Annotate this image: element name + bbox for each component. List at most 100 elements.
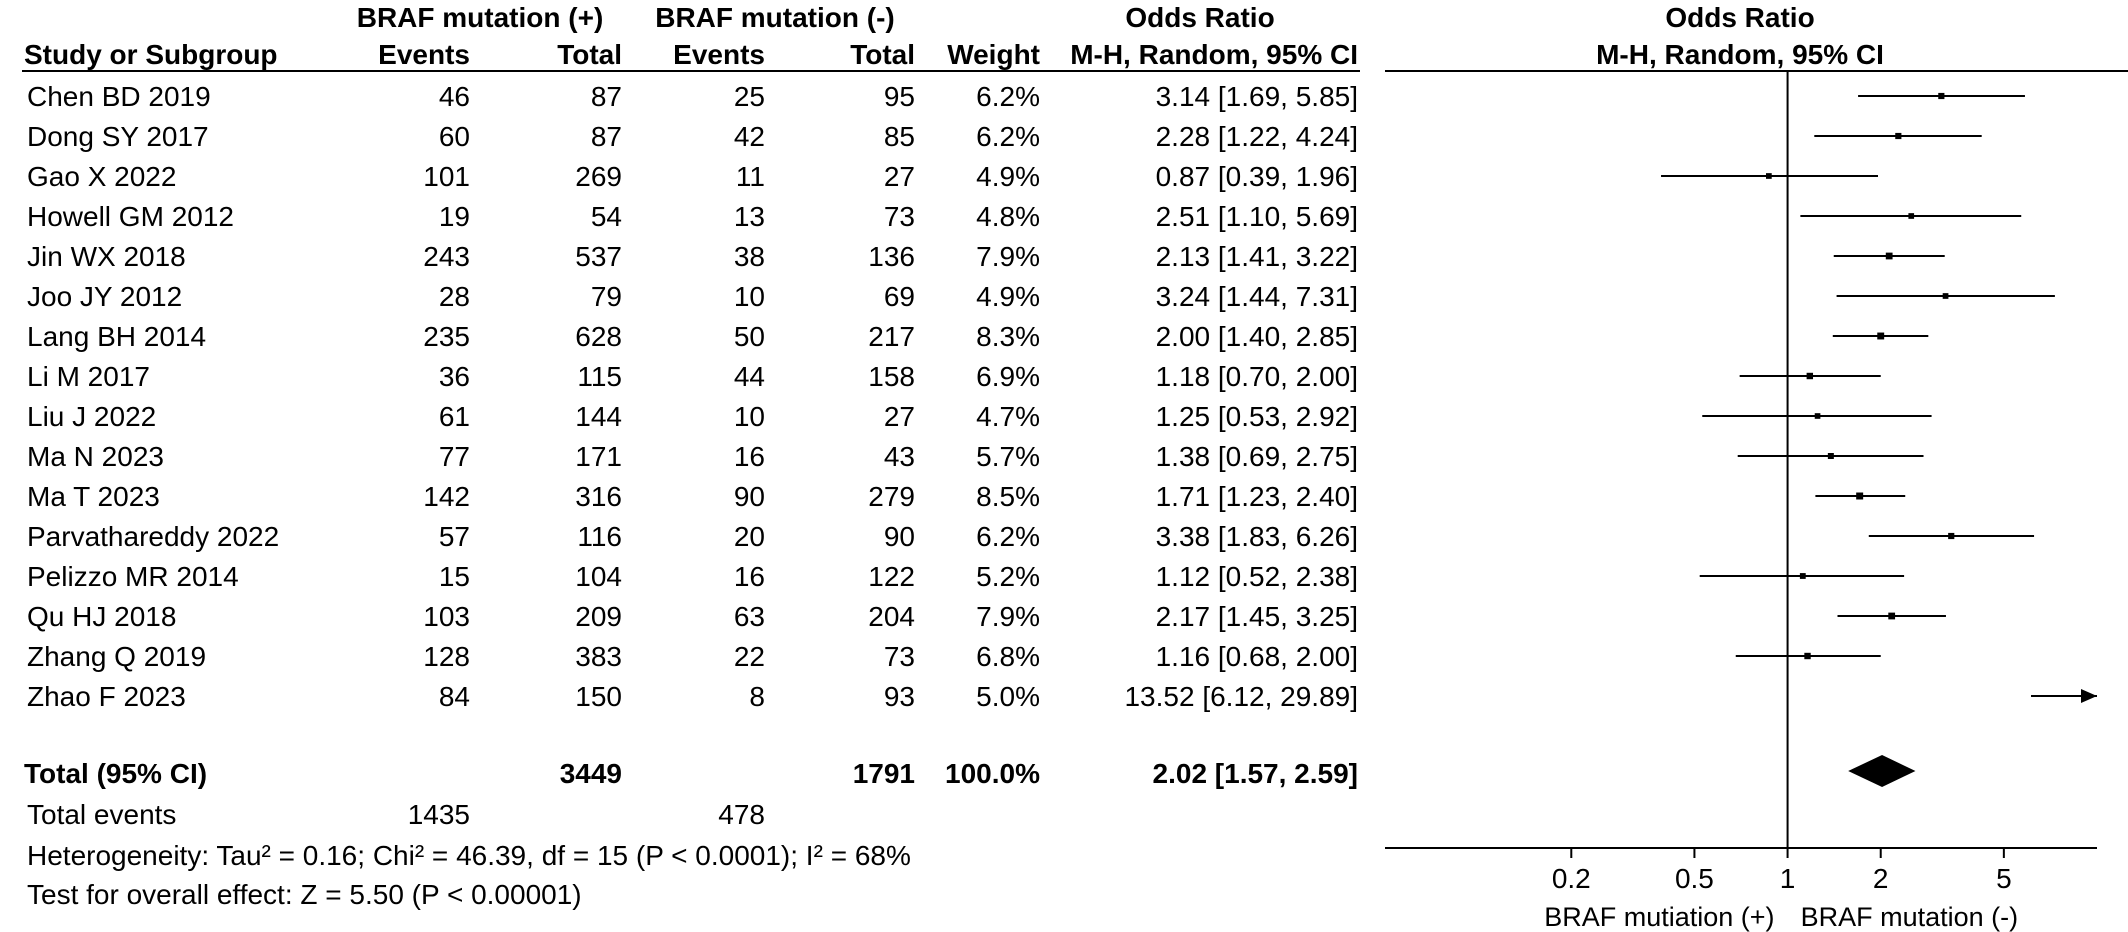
- odds-ratio-ci: 1.12 [0.52, 2.38]: [1155, 561, 1358, 592]
- study-point: [1885, 252, 1893, 260]
- odds-ratio-header: Odds Ratio: [1125, 2, 1275, 33]
- total-neg: 27: [883, 401, 915, 432]
- weight: 4.9%: [976, 281, 1040, 312]
- study-point: [1806, 372, 1814, 380]
- study-name: Qu HJ 2018: [27, 601, 177, 632]
- total-pos: 54: [590, 201, 622, 232]
- total-neg-header: Total: [850, 39, 915, 70]
- odds-ratio-ci: 1.38 [0.69, 2.75]: [1155, 441, 1358, 472]
- events-pos: 128: [423, 641, 470, 672]
- study-name: Jin WX 2018: [27, 241, 186, 272]
- total-neg: 279: [868, 481, 915, 512]
- odds-ratio-ci: 0.87 [0.39, 1.96]: [1155, 161, 1358, 192]
- study-column-header: Study or Subgroup: [24, 39, 278, 70]
- total-label: Total (95% CI): [24, 758, 208, 789]
- study-point: [1827, 453, 1834, 459]
- study-point: [1908, 213, 1915, 219]
- events-neg: 90: [733, 481, 765, 512]
- study-name: Liu J 2022: [27, 401, 157, 432]
- total-pos-sum: 3449: [559, 758, 622, 789]
- total-neg: 27: [883, 161, 915, 192]
- study-name: Parvathareddy 2022: [27, 521, 280, 552]
- events-pos: 77: [438, 441, 470, 472]
- events-pos: 19: [438, 201, 470, 232]
- group-neg-header: BRAF mutation (-): [655, 2, 895, 33]
- events-pos: 142: [423, 481, 470, 512]
- events-pos: 61: [438, 401, 470, 432]
- x-tick-label: 2: [1873, 863, 1889, 894]
- weight: 6.2%: [976, 521, 1040, 552]
- events-pos: 46: [438, 81, 470, 112]
- pooled-diamond: [1848, 755, 1916, 787]
- total-events-label: Total events: [27, 799, 177, 830]
- odds-ratio-ci: 2.17 [1.45, 3.25]: [1155, 601, 1358, 632]
- weight: 6.8%: [976, 641, 1040, 672]
- study-name: Pelizzo MR 2014: [27, 561, 239, 592]
- odds-ratio-ci: 1.25 [0.53, 2.92]: [1155, 401, 1358, 432]
- odds-ratio-ci: 3.38 [1.83, 6.26]: [1155, 521, 1358, 552]
- events-pos: 243: [423, 241, 470, 272]
- weight: 4.8%: [976, 201, 1040, 232]
- study-name: Zhao F 2023: [27, 681, 186, 712]
- study-point: [1856, 492, 1864, 500]
- total-pos: 79: [590, 281, 622, 312]
- weight: 5.2%: [976, 561, 1040, 592]
- total-neg-sum: 1791: [852, 758, 915, 789]
- header-rule-left: [22, 70, 1360, 72]
- weight: 7.9%: [976, 601, 1040, 632]
- total-neg: 73: [883, 641, 915, 672]
- study-name: Li M 2017: [27, 361, 150, 392]
- events-neg: 16: [733, 561, 765, 592]
- odds-ratio-ci: 2.13 [1.41, 3.22]: [1155, 241, 1358, 272]
- weight: 6.2%: [976, 81, 1040, 112]
- total-neg: 95: [883, 81, 915, 112]
- study-point: [1814, 413, 1821, 419]
- total-pos: 115: [577, 361, 622, 392]
- total-pos: 150: [575, 681, 622, 712]
- events-neg: 16: [733, 441, 765, 472]
- header-rule-right: [1385, 70, 2128, 72]
- total-neg: 217: [868, 321, 915, 352]
- total-pos: 209: [575, 601, 622, 632]
- total-pos-header: Total: [557, 39, 622, 70]
- total-pos: 144: [575, 401, 622, 432]
- total-pos: 116: [577, 521, 622, 552]
- x-tick-label: 5: [1996, 863, 2012, 894]
- events-neg: 8: [749, 681, 765, 712]
- events-neg: 13: [733, 201, 765, 232]
- favours-right-label: BRAF mutation (-): [1801, 902, 2019, 932]
- events-neg: 22: [733, 641, 765, 672]
- weight: 5.0%: [976, 681, 1040, 712]
- total-pos: 87: [590, 121, 622, 152]
- odds-ratio-ci: 1.18 [0.70, 2.00]: [1155, 361, 1358, 392]
- events-pos: 103: [423, 601, 470, 632]
- odds-ratio-ci: 2.51 [1.10, 5.69]: [1155, 201, 1358, 232]
- events-pos: 84: [438, 681, 470, 712]
- total-pos: 383: [575, 641, 622, 672]
- total-neg: 69: [883, 281, 915, 312]
- events-pos: 36: [438, 361, 470, 392]
- weight: 7.9%: [976, 241, 1040, 272]
- study-point: [1938, 92, 1945, 100]
- events-neg: 10: [733, 401, 765, 432]
- total-neg: 122: [868, 561, 915, 592]
- plot-method-header: M-H, Random, 95% CI: [1596, 39, 1884, 70]
- favours-left-label: BRAF mutiation (+): [1544, 902, 1774, 932]
- total-pos: 87: [590, 81, 622, 112]
- total-neg: 90: [883, 521, 915, 552]
- events-pos: 60: [438, 121, 470, 152]
- events-pos-header: Events: [378, 39, 470, 70]
- study-name: Gao X 2022: [27, 161, 177, 192]
- study-name: Dong SY 2017: [27, 121, 209, 152]
- events-neg: 44: [733, 361, 765, 392]
- total-neg: 204: [868, 601, 915, 632]
- total-pos: 537: [575, 241, 622, 272]
- total-weight: 100.0%: [945, 758, 1040, 789]
- weight: 4.9%: [976, 161, 1040, 192]
- events-neg: 25: [733, 81, 765, 112]
- events-pos: 57: [438, 521, 470, 552]
- x-tick-label: 1: [1780, 863, 1796, 894]
- weight: 5.7%: [976, 441, 1040, 472]
- ci-arrow-icon: [2081, 689, 2097, 703]
